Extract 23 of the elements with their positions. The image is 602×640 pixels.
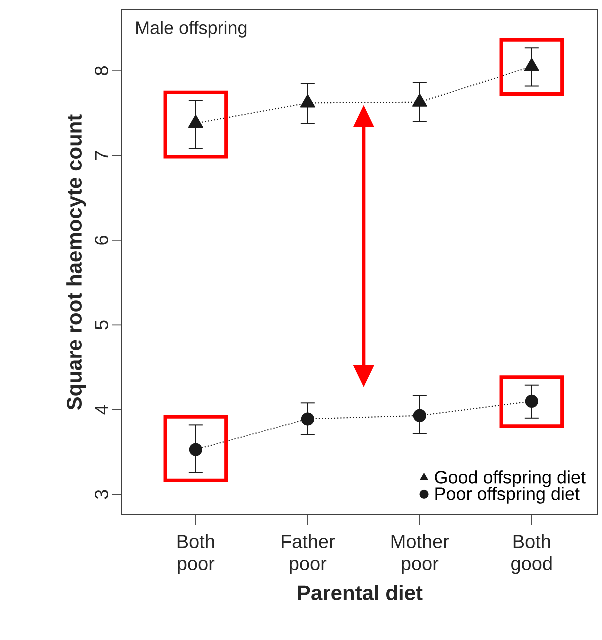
legend-label: Poor offspring diet	[436, 487, 580, 504]
y-tick-label: 6	[95, 236, 108, 245]
point	[189, 443, 202, 456]
x-tick-label: Mother poor	[392, 534, 450, 574]
y-axis-title: Square root haemocyte count	[66, 114, 86, 410]
point	[188, 114, 204, 128]
x-tick-label: Both good	[512, 534, 552, 574]
text: Male offspring	[136, 21, 247, 38]
point	[525, 394, 538, 408]
point	[301, 412, 314, 426]
y-tick-label: 7	[95, 151, 108, 160]
y-tick-label: 8	[95, 66, 108, 76]
x-axis-title: Parental diet	[298, 585, 423, 601]
x-tick-label: Father poor	[282, 534, 336, 574]
x-tick-label: Both poor	[178, 534, 215, 574]
point	[300, 94, 316, 108]
point	[413, 409, 426, 422]
y-tick-label: 5	[95, 320, 108, 330]
point	[524, 58, 540, 72]
legend-label: Good offspring diet	[435, 470, 586, 488]
y-tick-label: 3	[95, 490, 108, 500]
point	[412, 94, 428, 107]
y-tick-label: 4	[95, 405, 108, 415]
